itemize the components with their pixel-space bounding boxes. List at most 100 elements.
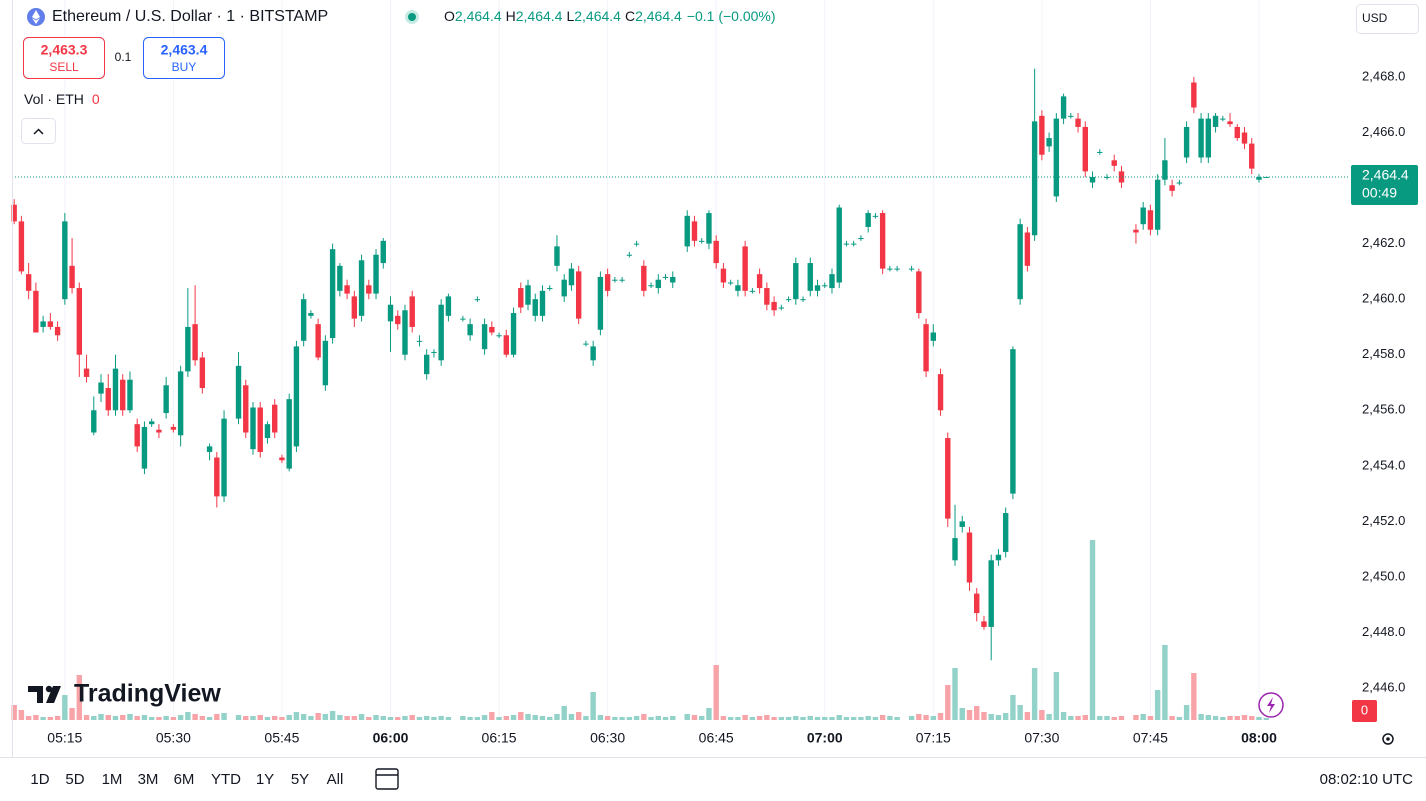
volume-bar [749,717,756,720]
currency[interactable]: USD [1362,11,1388,25]
buy-button[interactable] [143,37,225,79]
volume-bar [387,717,394,720]
candle-body [916,271,922,314]
volume-bar [547,717,553,720]
volume-bar [785,717,792,720]
currency-button[interactable] [1356,4,1419,34]
candle-body [604,274,611,291]
x-tick-label: 07:15 [916,730,951,746]
candle-body [1089,176,1096,183]
candle-body [127,379,133,411]
sell-button[interactable] [23,37,105,79]
volume-bar [655,716,661,720]
candle-body [814,285,821,291]
volume-bar [351,716,358,720]
volume-bar [431,717,437,720]
last-price-tag: 2,464.4 00:49 [1351,164,1418,205]
range-button[interactable]: 3M [138,771,159,788]
candle-body [872,215,879,217]
logo-mark [46,686,61,703]
candle-body [170,426,177,430]
candle-body [547,288,553,290]
volume-bar [322,714,329,720]
volume-bar [858,717,864,720]
date-range-icon[interactable] [375,768,399,790]
candle-body [1198,118,1204,158]
candle-body [416,340,423,342]
candle-body [633,243,640,245]
volume-bar [250,716,256,720]
candle-body [800,299,806,301]
candle-body [539,290,546,316]
candle-body [148,421,155,425]
volume-bar [25,716,32,720]
last-price-box [1351,164,1418,205]
volume-bar [1089,540,1096,720]
volume-bar [1133,715,1139,720]
candle-body [366,285,372,294]
candle-body [402,310,408,355]
volume-bar [662,717,669,720]
volume-bar [937,713,944,720]
range-button[interactable]: 1D [30,771,49,788]
candle-body [243,385,249,433]
settings-icon-core [1386,737,1390,741]
y-tick-label: 2,448.0 [1362,624,1405,639]
volume-bar [148,717,155,720]
volume-bar [966,710,973,720]
volume-bar [467,717,473,720]
candle-body [858,238,864,240]
sell-label[interactable]: SELL [49,60,79,74]
y-tick-label: 2,456.0 [1362,402,1405,417]
volume-bar [1234,716,1240,720]
candle-body [293,346,300,447]
volume-pane [11,540,1269,720]
volume-bar [1002,713,1009,720]
volume-bar [206,717,213,720]
volume-bar [416,717,423,720]
volume-bar [959,708,965,720]
candle-body [423,354,430,375]
volume-bar [1068,716,1074,720]
y-tick-label: 2,450.0 [1362,568,1405,583]
range-button[interactable]: All [327,771,344,788]
candle-body [995,554,1002,561]
volume-bar [1169,716,1175,720]
volume-axis-tag [1352,700,1377,722]
candle-body [1183,126,1190,158]
candle-body [1212,115,1219,127]
candle-body [1082,126,1088,172]
buy-price[interactable]: 2,463.4 [161,42,208,58]
candle-body [1053,118,1060,197]
ohlc-legend: O2,464.4 H2,464.4 L2,464.4 C2,464.4 −0.1 (−0… [444,8,776,24]
settings-icon[interactable] [1382,733,1394,745]
candle-body [843,243,850,245]
range-button[interactable]: 5D [65,771,84,788]
candle-body [257,407,263,452]
candle-body [1039,115,1045,155]
volume-bar [409,715,415,720]
x-tick-label: 05:15 [47,730,82,746]
volume-bar [286,715,292,720]
candle-body [98,382,104,394]
range-button[interactable]: YTD [211,771,241,788]
y-axis: 2,446.0 2,448.0 2,450.0 2,452.0 2,454.0 2,456… [1362,68,1405,694]
range-button[interactable]: 6M [174,771,195,788]
legend-label: H [506,8,516,24]
range-button[interactable]: 1Y [256,771,274,788]
candle-body [1140,207,1146,225]
buy-label[interactable]: BUY [172,60,197,74]
candle-body [771,301,777,311]
range-button[interactable]: 5Y [291,771,309,788]
volume-bar [272,716,278,720]
sell-price[interactable]: 2,463.3 [41,42,88,58]
candle-body [206,446,213,452]
candle-body [1060,96,1067,119]
collapse-button[interactable] [21,118,56,144]
candle-body [612,279,618,281]
range-button[interactable]: 1M [102,771,123,788]
volume-bar [54,716,61,720]
volume-bar [894,717,900,720]
x-tick-label: 06:45 [699,730,734,746]
candle-body [966,532,973,583]
